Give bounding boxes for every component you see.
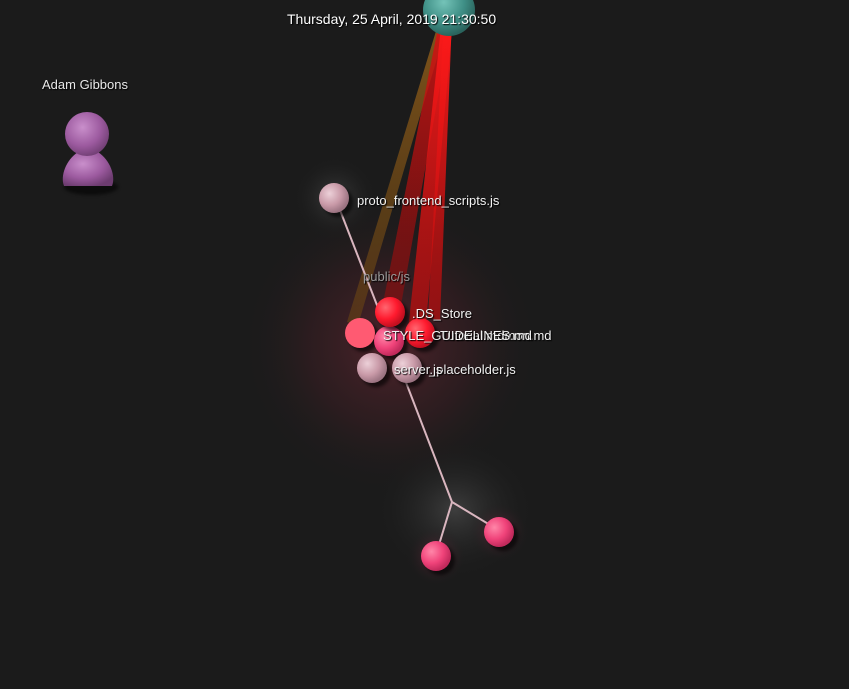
file-label-ds-store: .DS_Store — [412, 306, 472, 321]
file-node-ds-store[interactable] — [375, 297, 405, 327]
top-user-node — [423, 0, 475, 36]
file-node-lower-left[interactable] — [421, 541, 451, 571]
file-label-server: server.js — [394, 362, 443, 377]
edge-lower-left — [437, 501, 453, 549]
file-node-style[interactable] — [345, 318, 375, 348]
date-time-display: Thursday, 25 April, 2019 21:30:50 — [287, 11, 497, 27]
user-name-label: Adam Gibbons — [42, 77, 128, 92]
file-node-lower-right[interactable] — [484, 517, 514, 547]
file-label-style-guidelines: STYLE_GUIDELINES.md — [383, 328, 532, 343]
file-label-proto: proto_frontend_scripts.js — [357, 193, 500, 208]
edge-proto-to-public-js — [337, 204, 383, 319]
file-label-tutorial: Tutorial.mdmon.md — [440, 328, 552, 343]
directory-label: public/js — [363, 269, 410, 284]
edge-public-js-to-lower — [401, 371, 453, 503]
action-beam-red-3 — [428, 18, 452, 320]
file-label-placeholder: _placeholder.js — [429, 362, 516, 377]
person-icon[interactable] — [62, 112, 118, 195]
action-beam-orange — [347, 18, 449, 325]
file-node-tutorial[interactable] — [405, 318, 435, 348]
file-node-proto[interactable] — [319, 183, 349, 213]
file-node-placeholder[interactable] — [392, 353, 422, 383]
file-node-mid[interactable] — [374, 326, 404, 356]
file-node-server[interactable] — [357, 353, 387, 383]
